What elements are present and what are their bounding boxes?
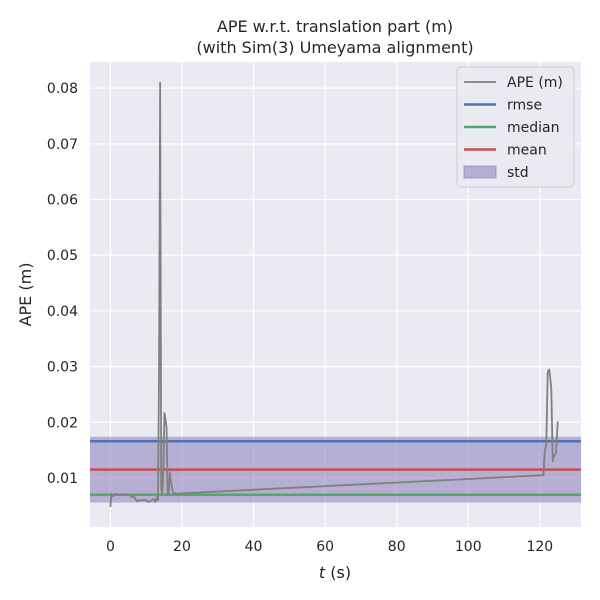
- y-tick-label: 0.04: [47, 304, 78, 320]
- tick-labels: 0 20 40 60 80 100 120 0.01 0.02 0.03 0.04 0.05 0.06 0…: [47, 81, 553, 555]
- x-tick-label: 20: [173, 539, 191, 555]
- x-tick-label: 60: [316, 539, 334, 555]
- y-tick-label: 0.03: [47, 360, 78, 376]
- y-tick-label: 0.05: [47, 248, 78, 264]
- x-axis-label: t (s): [319, 563, 351, 582]
- legend-label-median: median: [507, 120, 559, 136]
- y-tick-label: 0.07: [47, 137, 78, 153]
- x-tick-label: 80: [388, 539, 406, 555]
- legend-label-std: std: [507, 165, 529, 181]
- x-axis-label-unit: (s): [325, 563, 351, 582]
- series-layer: [109, 81, 559, 508]
- y-tick-label: 0.02: [47, 415, 78, 431]
- ape-series-line: [109, 81, 559, 508]
- x-tick-label: 0: [106, 539, 115, 555]
- y-axis-label: APE (m): [16, 263, 35, 327]
- legend-label-mean: mean: [507, 143, 547, 159]
- legend-frame: [456, 66, 575, 188]
- x-tick-label: 100: [455, 539, 482, 555]
- x-tick-label: 40: [245, 539, 263, 555]
- legend: APE (m) rmse median mean std: [456, 66, 575, 188]
- legend-label-rmse: rmse: [507, 98, 542, 114]
- y-tick-label: 0.06: [47, 193, 78, 209]
- x-tick-label: 120: [526, 539, 553, 555]
- stat-lines-layer: [90, 439, 581, 496]
- chart-title-line-2: (with Sim(3) Umeyama alignment): [196, 38, 473, 57]
- y-tick-label: 0.01: [47, 471, 78, 487]
- y-tick-label: 0.08: [47, 81, 78, 97]
- x-axis-label-var: t: [319, 563, 326, 582]
- legend-label-ape: APE (m): [507, 75, 563, 91]
- chart-title-line-1: APE w.r.t. translation part (m): [217, 17, 453, 36]
- legend-swatch-std: [463, 165, 497, 179]
